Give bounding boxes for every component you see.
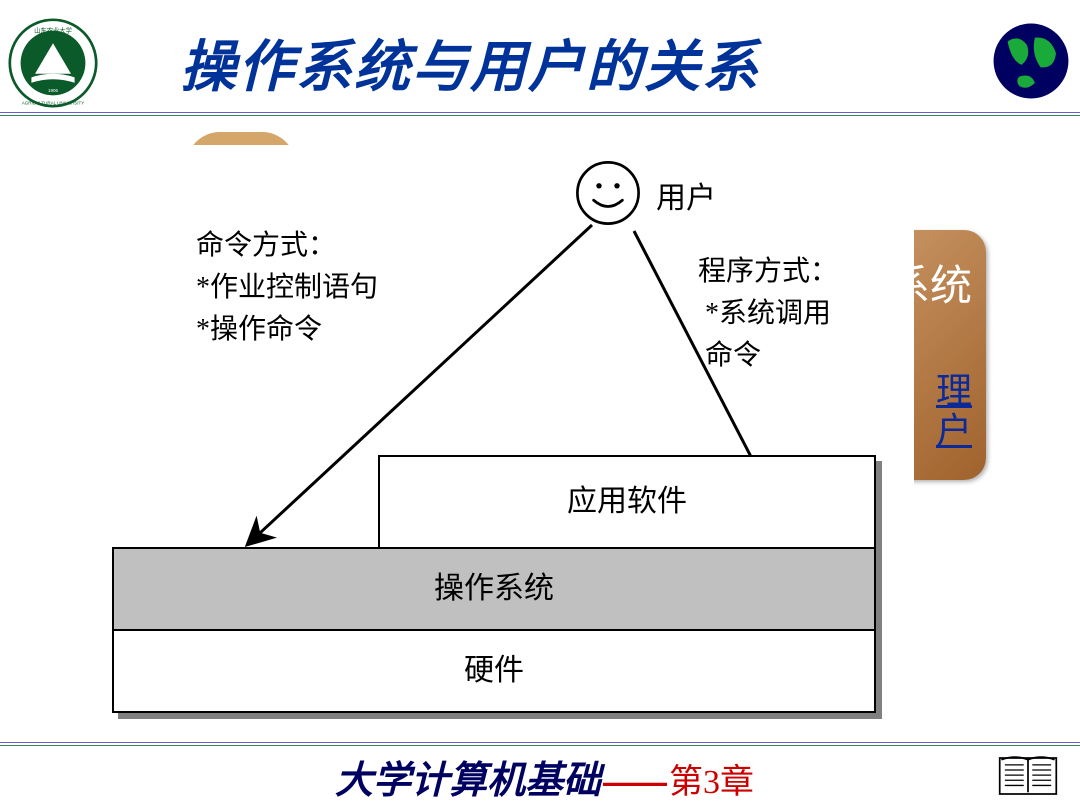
app-layer-box: 应用软件 [378, 455, 876, 549]
footer-chapter: 第3章 [669, 754, 754, 803]
svg-text:AGRICULTURAL UNIVERSITY: AGRICULTURAL UNIVERSITY [22, 100, 85, 105]
slide-header: 山东农业大学 AGRICULTURAL UNIVERSITY 1906 操作系统… [0, 0, 1080, 118]
header-divider [0, 112, 1080, 118]
svg-text:山东农业大学: 山东农业大学 [34, 25, 72, 34]
globe-icon [992, 22, 1070, 100]
slide-title: 操作系统与用户的关系 [180, 22, 760, 103]
os-layer-box: 操作系统 [112, 547, 876, 631]
university-logo: 山东农业大学 AGRICULTURAL UNIVERSITY 1906 [8, 18, 98, 108]
svg-text:1906: 1906 [48, 88, 59, 93]
hardware-layer-box: 硬件 [112, 629, 876, 713]
footer-text: 大学计算机基础 —— 第3章 [335, 749, 754, 804]
background-card-text-3: 户 [936, 402, 972, 454]
book-icon [998, 754, 1058, 798]
footer-course-name: 大学计算机基础 [335, 749, 601, 804]
main-diagram: 用户 命令方式： *作业控制语句 *操作命令 程序方式： *系统调用 命令 应用… [112, 145, 914, 732]
slide-footer: 大学计算机基础 —— 第3章 [0, 748, 1080, 810]
footer-dash: —— [603, 764, 667, 801]
